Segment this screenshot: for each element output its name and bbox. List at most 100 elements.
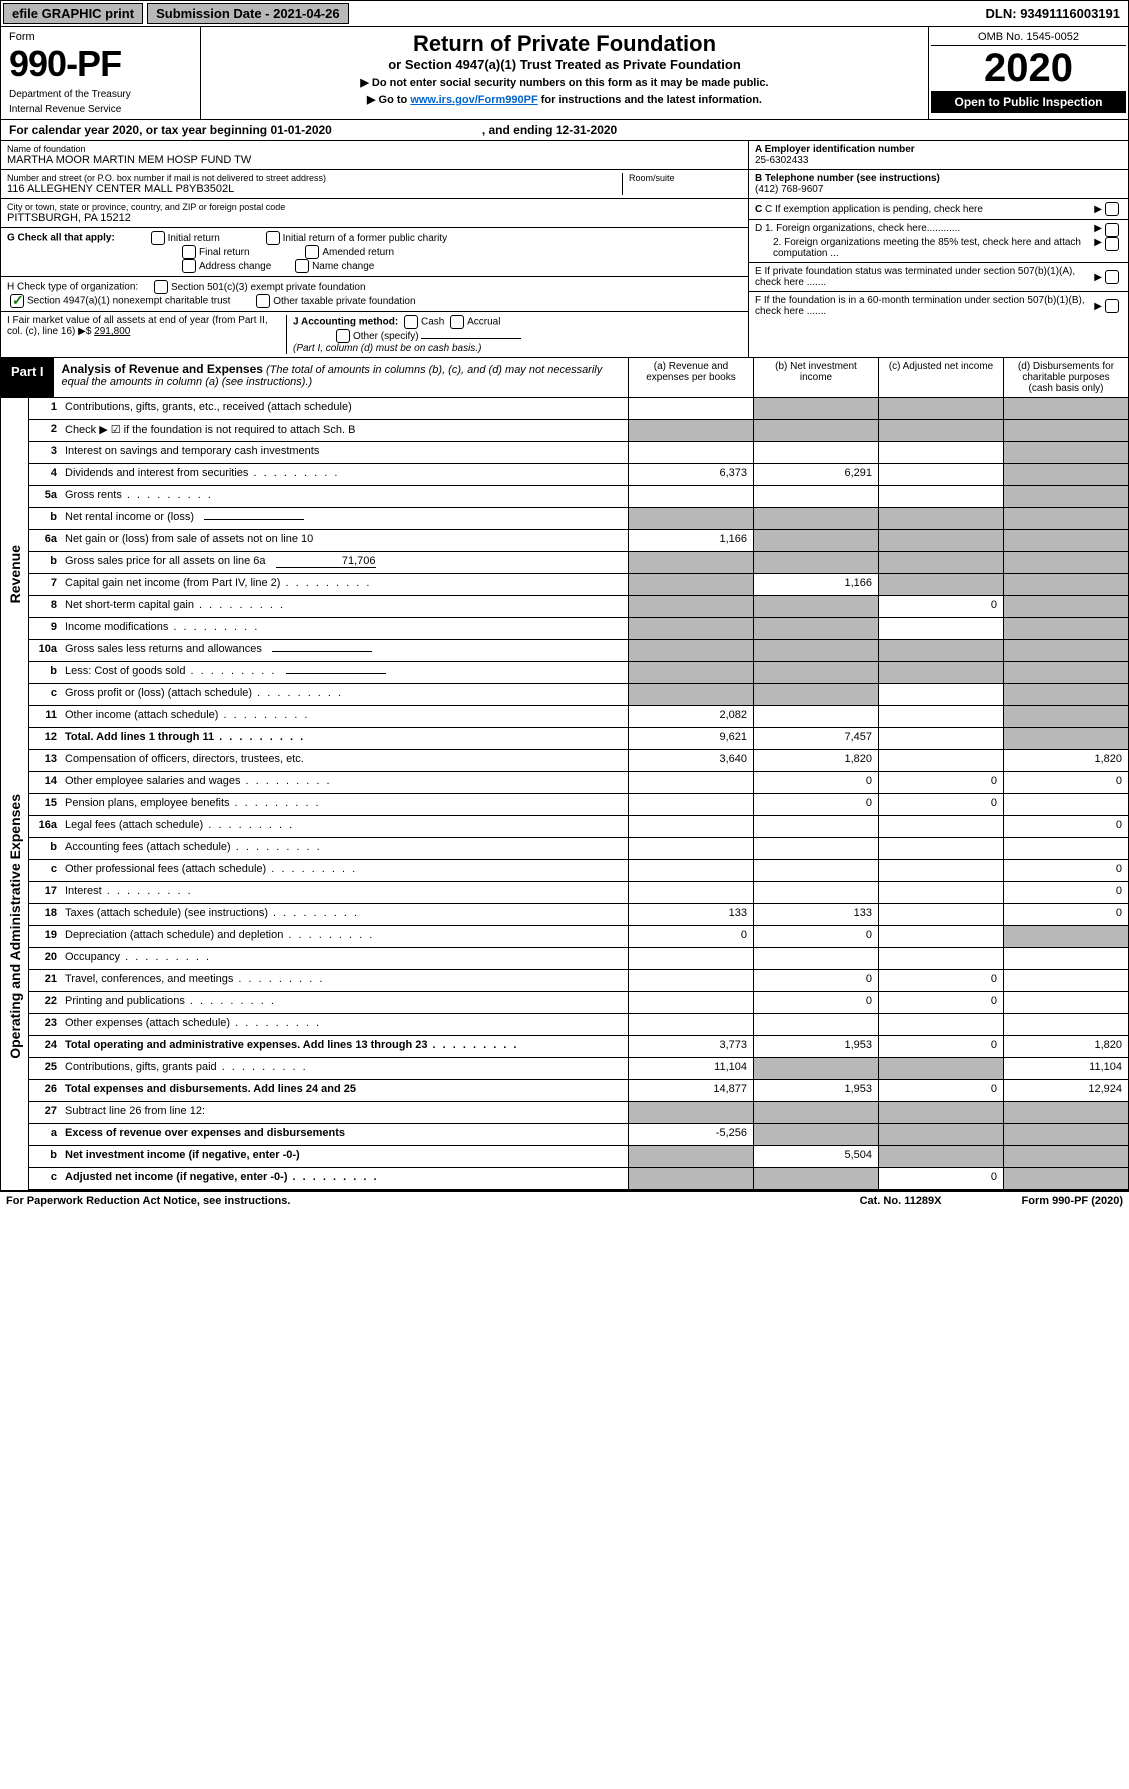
form-title: Return of Private Foundation bbox=[205, 31, 924, 57]
row-desc: Excess of revenue over expenses and disb… bbox=[61, 1124, 628, 1145]
row-amount bbox=[753, 684, 878, 705]
revenue-vlabel: Revenue bbox=[1, 398, 29, 750]
row-amount: 11,104 bbox=[1003, 1058, 1128, 1079]
cash-checkbox[interactable] bbox=[404, 315, 418, 329]
header-left: Form 990-PF Department of the Treasury I… bbox=[1, 27, 201, 119]
row-amount: 0 bbox=[753, 926, 878, 947]
501c3-checkbox[interactable] bbox=[154, 280, 168, 294]
row-number: 15 bbox=[29, 794, 61, 815]
row-amount bbox=[878, 838, 1003, 859]
row-desc: Income modifications . . . . . . . . . bbox=[61, 618, 628, 639]
table-row: 21Travel, conferences, and meetings . . … bbox=[29, 970, 1128, 992]
instr-1: ▶ Do not enter social security numbers o… bbox=[205, 76, 924, 89]
f-checkbox[interactable] bbox=[1105, 299, 1119, 313]
row-amount bbox=[1003, 1102, 1128, 1123]
ij-cell: I Fair market value of all assets at end… bbox=[1, 312, 748, 357]
row-number: 19 bbox=[29, 926, 61, 947]
name-change-checkbox[interactable] bbox=[295, 259, 309, 273]
row-amount bbox=[878, 948, 1003, 969]
row-amount bbox=[753, 1102, 878, 1123]
row-number: c bbox=[29, 1168, 61, 1189]
tel-cell: B Telephone number (see instructions) (4… bbox=[749, 170, 1128, 199]
row-amount bbox=[753, 618, 878, 639]
row-amount bbox=[878, 662, 1003, 683]
row-desc: Gross sales price for all assets on line… bbox=[61, 552, 628, 573]
row-amount bbox=[628, 1102, 753, 1123]
row-amount: 1,166 bbox=[628, 530, 753, 551]
row-amount bbox=[628, 486, 753, 507]
amended-checkbox[interactable] bbox=[305, 245, 319, 259]
row-amount: 0 bbox=[753, 992, 878, 1013]
col-b: (b) Net investment income bbox=[753, 358, 878, 397]
row-number: 10a bbox=[29, 640, 61, 661]
table-row: 27Subtract line 26 from line 12: bbox=[29, 1102, 1128, 1124]
row-amount: 7,457 bbox=[753, 728, 878, 749]
row-amount: 133 bbox=[628, 904, 753, 925]
initial-former-checkbox[interactable] bbox=[266, 231, 280, 245]
row-amount: 1,820 bbox=[1003, 1036, 1128, 1057]
row-amount bbox=[878, 508, 1003, 529]
table-row: 24Total operating and administrative exp… bbox=[29, 1036, 1128, 1058]
row-number: 12 bbox=[29, 728, 61, 749]
row-number: 1 bbox=[29, 398, 61, 419]
addr-change-checkbox[interactable] bbox=[182, 259, 196, 273]
row-amount bbox=[1003, 486, 1128, 507]
table-row: 6aNet gain or (loss) from sale of assets… bbox=[29, 530, 1128, 552]
submission-date-button[interactable]: Submission Date - 2021-04-26 bbox=[147, 3, 349, 24]
row-desc: Other expenses (attach schedule) . . . .… bbox=[61, 1014, 628, 1035]
row-number: 27 bbox=[29, 1102, 61, 1123]
form-header: Form 990-PF Department of the Treasury I… bbox=[0, 27, 1129, 120]
row-desc: Compensation of officers, directors, tru… bbox=[61, 750, 628, 771]
table-row: bGross sales price for all assets on lin… bbox=[29, 552, 1128, 574]
row-amount bbox=[753, 530, 878, 551]
row-amount bbox=[878, 816, 1003, 837]
row-amount bbox=[878, 552, 1003, 573]
other-checkbox[interactable] bbox=[336, 329, 350, 343]
d1-checkbox[interactable] bbox=[1105, 223, 1119, 237]
calendar-year-row: For calendar year 2020, or tax year begi… bbox=[0, 120, 1129, 141]
other-taxable-checkbox[interactable] bbox=[256, 294, 270, 308]
e-checkbox[interactable] bbox=[1105, 270, 1119, 284]
row-desc: Total expenses and disbursements. Add li… bbox=[61, 1080, 628, 1101]
efile-button[interactable]: efile GRAPHIC print bbox=[3, 3, 143, 24]
row-desc: Interest on savings and temporary cash i… bbox=[61, 442, 628, 463]
row-amount: 1,820 bbox=[1003, 750, 1128, 771]
row-desc: Other income (attach schedule) . . . . .… bbox=[61, 706, 628, 727]
col-c: (c) Adjusted net income bbox=[878, 358, 1003, 397]
footer-left: For Paperwork Reduction Act Notice, see … bbox=[6, 1195, 290, 1207]
initial-return-checkbox[interactable] bbox=[151, 231, 165, 245]
row-number: 25 bbox=[29, 1058, 61, 1079]
row-amount bbox=[878, 860, 1003, 881]
row-number: 24 bbox=[29, 1036, 61, 1057]
d2-checkbox[interactable] bbox=[1105, 237, 1119, 251]
table-row: 18Taxes (attach schedule) (see instructi… bbox=[29, 904, 1128, 926]
table-row: cOther professional fees (attach schedul… bbox=[29, 860, 1128, 882]
row-amount bbox=[1003, 838, 1128, 859]
accrual-checkbox[interactable] bbox=[450, 315, 464, 329]
row-number: 18 bbox=[29, 904, 61, 925]
row-amount bbox=[753, 552, 878, 573]
final-return-checkbox[interactable] bbox=[182, 245, 196, 259]
c-checkbox[interactable] bbox=[1105, 202, 1119, 216]
row-amount bbox=[878, 926, 1003, 947]
row-desc: Total operating and administrative expen… bbox=[61, 1036, 628, 1057]
row-desc: Capital gain net income (from Part IV, l… bbox=[61, 574, 628, 595]
row-amount: 2,082 bbox=[628, 706, 753, 727]
part1-header: Part I Analysis of Revenue and Expenses … bbox=[0, 358, 1129, 398]
row-amount bbox=[753, 662, 878, 683]
form-word: Form bbox=[9, 31, 192, 43]
row-amount bbox=[753, 948, 878, 969]
page-footer: For Paperwork Reduction Act Notice, see … bbox=[0, 1191, 1129, 1210]
row-amount bbox=[878, 1146, 1003, 1167]
row-desc: Net short-term capital gain . . . . . . … bbox=[61, 596, 628, 617]
row-amount bbox=[628, 816, 753, 837]
4947-checkbox[interactable] bbox=[10, 294, 24, 308]
row-amount bbox=[878, 904, 1003, 925]
form-subtitle: or Section 4947(a)(1) Trust Treated as P… bbox=[205, 57, 924, 72]
table-row: 22Printing and publications . . . . . . … bbox=[29, 992, 1128, 1014]
footer-mid: Cat. No. 11289X bbox=[860, 1195, 942, 1207]
irs-link[interactable]: www.irs.gov/Form990PF bbox=[410, 94, 537, 106]
row-amount bbox=[628, 1146, 753, 1167]
row-number: b bbox=[29, 508, 61, 529]
row-amount bbox=[1003, 1014, 1128, 1035]
